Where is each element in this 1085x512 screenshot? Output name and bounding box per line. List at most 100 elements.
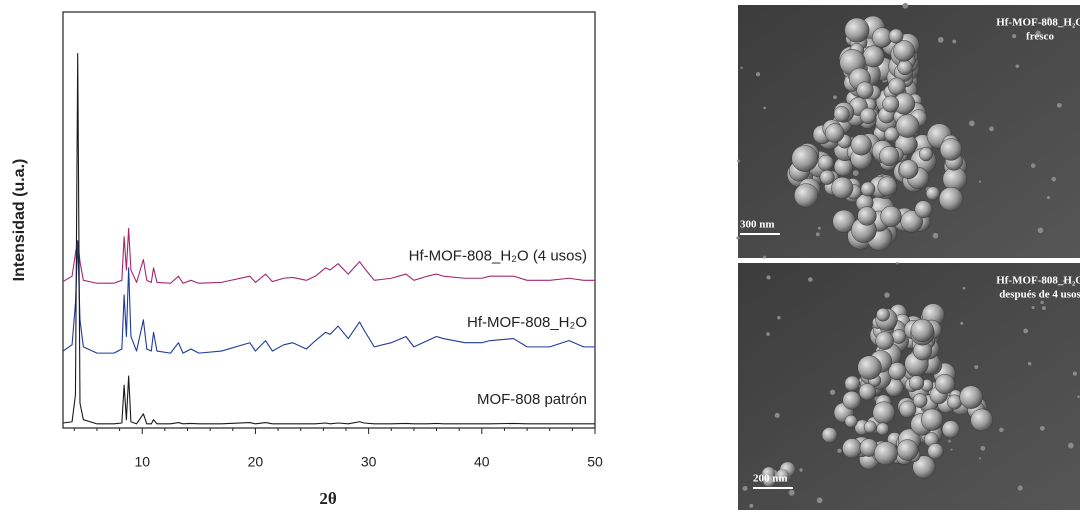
scale-bar-label: 300 nm [740,219,775,231]
particle [876,307,890,322]
debris [766,332,770,336]
particle [862,45,885,68]
particle [900,210,923,233]
particle [888,28,904,44]
series-line [62,53,595,425]
x-tick-label: 40 [474,454,490,470]
debris [1039,425,1045,431]
particle [893,40,915,62]
debris [817,226,821,230]
particle [877,176,898,197]
x-tick-label: 10 [134,454,150,470]
particle [887,77,906,96]
particle [876,422,890,436]
particle [863,420,877,434]
particle [817,154,834,171]
debris [763,106,766,110]
particle [942,166,968,192]
series-label: MOF-808 patrón [477,391,587,408]
debris [884,292,890,298]
particle [875,331,894,350]
debris [979,457,982,460]
debris [999,427,1004,433]
particle [850,134,872,156]
debris [833,95,837,100]
debris [1067,442,1074,449]
debris [740,66,743,69]
x-tick-label: 50 [587,454,603,470]
debris [1035,30,1041,36]
debris [1051,176,1057,182]
debris [742,486,748,491]
particle [858,383,876,401]
particle [914,200,933,219]
debris [829,389,836,395]
scale-bar [740,233,780,235]
debris [1047,17,1051,21]
particle [959,385,983,409]
particle [831,176,854,199]
particle [912,393,928,408]
debris [1012,34,1017,39]
particle [763,474,776,487]
particle [844,17,870,43]
plot-frame [62,11,596,429]
debris [960,321,964,325]
debris [1072,371,1077,376]
particle [859,107,877,125]
debris [799,468,803,472]
particle [860,181,876,197]
particle [880,205,902,228]
x-tick-label: 20 [248,454,264,470]
x-axis-label: 2θ [319,489,337,508]
debris [1027,362,1032,366]
particle [895,114,920,138]
image-subtitle: después de 4 usos [999,289,1081,301]
particle [941,420,960,439]
image-title: Hf-MOF-808_H₂O [996,275,1084,287]
debris [974,365,979,369]
particle [833,106,850,123]
particle [884,126,900,142]
particle [920,408,944,431]
scale-bar [753,487,793,489]
particle [856,81,874,99]
particle [844,375,861,392]
debris [749,503,754,508]
particle [882,95,900,113]
debris [808,277,813,282]
series-line [62,240,595,354]
particle [896,439,919,461]
image-title: Hf-MOF-808_H₂O [996,17,1084,29]
particle [934,374,955,395]
particle [898,159,919,179]
particle [908,375,925,391]
debris [1030,163,1036,168]
debris [736,236,740,240]
debris [978,180,982,183]
debris [816,497,823,504]
particle [970,408,994,432]
particle [872,401,896,425]
x-tick-label: 30 [361,454,377,470]
debris [932,232,939,239]
debris [755,72,761,77]
debris [766,275,771,280]
debris [774,412,780,418]
debris [1077,395,1080,398]
debris [896,262,899,265]
debris [1040,300,1044,305]
particle [844,414,858,428]
particle [857,206,877,226]
particle [918,147,934,162]
debris [1031,305,1035,310]
debris [969,120,975,127]
image-subtitle: fresco [1026,31,1054,43]
debris [1062,279,1066,283]
particle [819,169,835,185]
debris [837,448,842,453]
debris [962,286,966,290]
particle [925,186,940,201]
debris [763,255,767,259]
